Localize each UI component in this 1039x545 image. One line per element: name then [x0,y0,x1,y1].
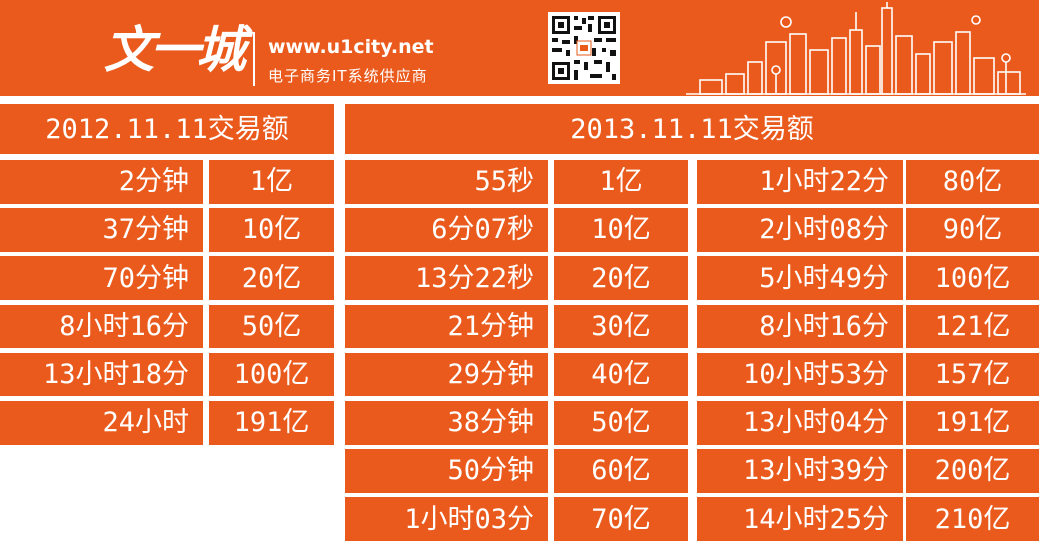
amount-cell: 1亿 [209,160,334,204]
time-cell: 6分07秒 [345,208,548,252]
table-2013-title: 2013.11.11交易额 [345,104,1039,154]
time-cell: 38分钟 [345,401,548,445]
time-cell: 50分钟 [345,449,548,493]
amount-cell: 210亿 [906,497,1039,541]
amount-cell: 30亿 [554,304,688,349]
time-cell: 37分钟 [0,208,203,252]
time-cell: 14小时25分 [697,497,903,541]
time-cell: 13分22秒 [345,256,548,300]
amount-cell: 20亿 [209,256,334,300]
site-url: www.u1city.net [268,36,434,58]
time-cell: 2分钟 [0,160,203,204]
amount-cell: 100亿 [906,256,1039,300]
amount-cell: 10亿 [209,208,334,252]
time-cell: 70分钟 [0,256,203,300]
amount-cell: 121亿 [906,304,1039,349]
amount-cell: 191亿 [209,401,334,445]
amount-cell: 1亿 [554,160,688,204]
amount-cell: 157亿 [906,352,1039,397]
time-cell: 29分钟 [345,352,548,397]
time-cell: 13小时18分 [0,352,203,397]
amount-cell: 50亿 [554,401,688,445]
amount-cell: 80亿 [906,160,1039,204]
time-cell: 21分钟 [345,304,548,349]
time-cell: 1小时22分 [697,160,903,204]
amount-cell: 70亿 [554,497,688,541]
time-cell: 10小时53分 [697,352,903,397]
time-cell: 24小时 [0,401,203,445]
time-cell: 8小时16分 [697,304,903,349]
qr-code-icon [548,12,620,84]
amount-cell: 200亿 [906,449,1039,493]
time-cell: 8小时16分 [0,304,203,349]
amount-cell: 20亿 [554,256,688,300]
amount-cell: 90亿 [906,208,1039,252]
amount-cell: 50亿 [209,304,334,349]
amount-cell: 10亿 [554,208,688,252]
logo-divider [253,32,255,86]
city-skyline-illustration [686,2,1026,95]
time-cell: 2小时08分 [697,208,903,252]
header-banner: 文一城 www.u1city.net 电子商务IT系统供应商 [0,0,1039,96]
time-cell: 13小时39分 [697,449,903,493]
amount-cell: 100亿 [209,352,334,397]
time-cell: 13小时04分 [697,401,903,445]
amount-cell: 40亿 [554,352,688,397]
site-slogan: 电子商务IT系统供应商 [268,67,428,85]
time-cell: 55秒 [345,160,548,204]
amount-cell: 191亿 [906,401,1039,445]
amount-cell: 60亿 [554,449,688,493]
time-cell: 5小时49分 [697,256,903,300]
brand-logo: 文一城 [104,21,246,79]
time-cell: 1小时03分 [345,497,548,541]
table-2012-title: 2012.11.11交易额 [0,104,334,154]
